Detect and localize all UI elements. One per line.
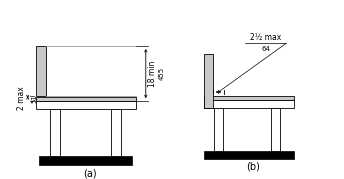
Bar xyxy=(271,108,280,151)
Bar xyxy=(50,109,60,156)
Text: 455: 455 xyxy=(159,67,165,80)
Bar xyxy=(204,96,294,100)
Bar xyxy=(214,108,223,151)
Bar xyxy=(111,109,121,156)
Text: 51: 51 xyxy=(31,94,37,103)
Bar xyxy=(36,101,136,109)
Text: 2 max: 2 max xyxy=(17,87,26,110)
Text: 64: 64 xyxy=(261,46,270,52)
Bar xyxy=(204,54,213,108)
Bar xyxy=(36,97,136,101)
Bar xyxy=(204,151,294,159)
Bar xyxy=(204,100,294,108)
Text: (b): (b) xyxy=(246,161,260,171)
Bar xyxy=(36,46,46,96)
Text: 18 min: 18 min xyxy=(148,60,157,87)
Text: (a): (a) xyxy=(83,168,96,178)
Text: 2½ max: 2½ max xyxy=(250,33,281,42)
Bar xyxy=(39,156,132,165)
